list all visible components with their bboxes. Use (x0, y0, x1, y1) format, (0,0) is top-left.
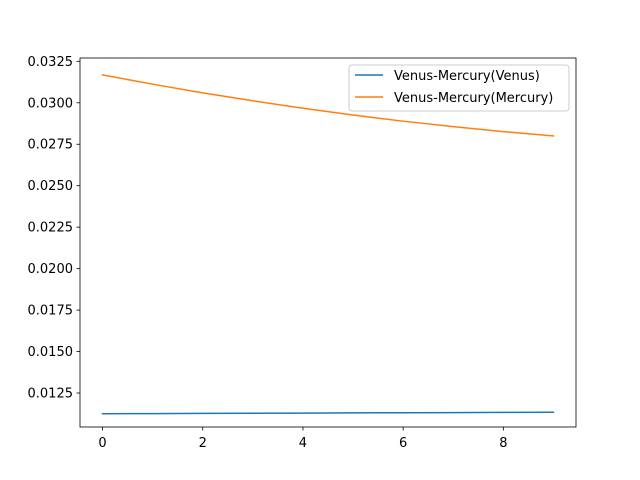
legend-label-1: Venus-Mercury(Mercury) (394, 91, 553, 106)
plot-frame (79, 57, 577, 428)
x-tick-label: 8 (499, 436, 507, 451)
x-axis: 0 2 4 6 8 (98, 427, 507, 451)
x-tick-label: 6 (399, 436, 407, 451)
y-tick-label: 0.0200 (28, 262, 74, 277)
x-tick-label: 4 (299, 436, 307, 451)
y-tick-label: 0.0175 (28, 304, 74, 319)
legend-box (348, 64, 570, 112)
y-tick-label: 0.0300 (28, 96, 74, 111)
x-tick-label: 0 (98, 436, 106, 451)
y-tick-label: 0.0225 (28, 221, 74, 236)
legend-label-0: Venus-Mercury(Venus) (394, 69, 540, 84)
y-tick-label: 0.0150 (28, 345, 74, 360)
series-line-1 (101, 74, 555, 137)
plot-area (80, 58, 576, 427)
y-tick-label: 0.0125 (28, 387, 74, 402)
axes-layer (79, 57, 577, 428)
y-axis: 0.0125 0.0150 0.0175 0.0200 0.0225 0.0250 0.02… (28, 55, 80, 402)
y-tick-label: 0.0275 (28, 138, 74, 153)
series-layer (101, 74, 555, 415)
y-tick-label: 0.0325 (28, 55, 74, 70)
legend: Venus-Mercury(Venus) Venus-Mercury(Mercur… (348, 64, 570, 112)
y-tick-label: 0.0250 (28, 179, 74, 194)
x-tick-label: 2 (199, 436, 207, 451)
series-line-0 (101, 411, 555, 415)
